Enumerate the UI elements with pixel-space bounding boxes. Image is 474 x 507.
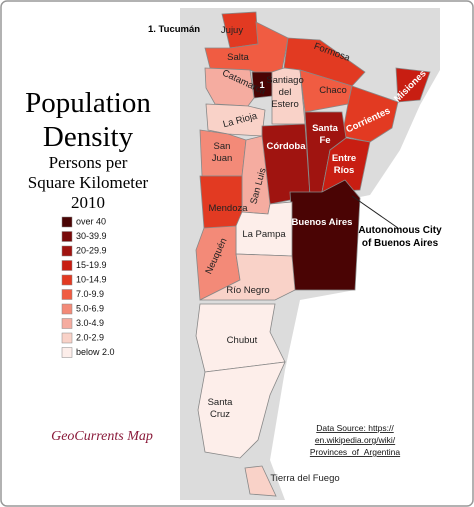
province-label: Mendoza bbox=[208, 203, 248, 214]
legend-swatch bbox=[61, 231, 73, 242]
province-name: Juan bbox=[212, 153, 233, 164]
legend-label: 7.0-9.9 bbox=[76, 289, 104, 299]
province-name: Santa bbox=[312, 123, 339, 134]
legend-label: 2.0-2.9 bbox=[76, 332, 104, 342]
province-name: San bbox=[214, 141, 231, 152]
province-name: Chubut bbox=[227, 335, 258, 346]
province bbox=[197, 361, 286, 459]
province-name: del bbox=[279, 87, 292, 98]
legend-swatch bbox=[61, 303, 73, 315]
province-label: Chubut bbox=[227, 335, 258, 346]
source: Provinces_of_Argentina bbox=[310, 447, 401, 457]
province-name: Santa bbox=[208, 397, 234, 408]
footnote: 1. Tucumán bbox=[148, 24, 200, 35]
province-name: 1 bbox=[259, 80, 265, 91]
province-label: Salta bbox=[227, 52, 249, 63]
province bbox=[395, 67, 431, 103]
province-label: Santa Fe bbox=[312, 123, 339, 146]
province-label: Córdoba bbox=[266, 141, 306, 152]
callout: Autonomous City bbox=[358, 225, 442, 236]
source: en.wikipedia.org/wiki/ bbox=[315, 435, 396, 445]
title: Population Density Persons per Square Ki… bbox=[25, 87, 151, 212]
source: Data Source: https:// bbox=[316, 423, 394, 433]
province-name: Buenos Aires bbox=[292, 217, 353, 228]
province-name: Cruz bbox=[210, 409, 230, 420]
legend-label: over 40 bbox=[76, 216, 106, 226]
legend: over 40 30-39.9 20-29.9 15-19.9 10-14.9 7.0-9… bbox=[61, 216, 115, 358]
provinces bbox=[195, 11, 431, 497]
province-name: Tierra del Fuego bbox=[270, 473, 339, 484]
province-label: Jujuy bbox=[221, 25, 243, 36]
legend-swatch bbox=[61, 260, 73, 271]
province-name: Jujuy bbox=[221, 25, 243, 36]
subtitle-line: 2010 bbox=[71, 193, 105, 212]
legend-label: 30-39.9 bbox=[76, 231, 107, 241]
province-name: Santiago bbox=[266, 75, 304, 86]
legend-swatch bbox=[61, 274, 73, 286]
subtitle-line: Persons per bbox=[49, 153, 128, 172]
legend-swatch bbox=[61, 245, 73, 257]
legend-label: 5.0-6.9 bbox=[76, 303, 104, 313]
legend-label: below 2.0 bbox=[76, 347, 115, 357]
province-name: Salta bbox=[227, 52, 249, 63]
province-name: Chaco bbox=[319, 85, 346, 96]
province bbox=[321, 137, 371, 193]
legend-label: 20-29.9 bbox=[76, 245, 107, 255]
province-name: Córdoba bbox=[266, 141, 306, 152]
legend-label: 15-19.9 bbox=[76, 260, 107, 270]
legend-swatch bbox=[61, 216, 73, 228]
legend-swatch bbox=[61, 318, 73, 329]
legend-swatch bbox=[61, 289, 73, 300]
province-name: Entre bbox=[332, 153, 356, 164]
callout: of Buenos Aires bbox=[362, 238, 439, 249]
province-name: Río Negro bbox=[226, 285, 269, 296]
province-name: Ríos bbox=[334, 165, 355, 176]
title-line: Density bbox=[43, 121, 134, 153]
legend-label: 10-14.9 bbox=[76, 274, 107, 284]
province-name: Mendoza bbox=[208, 203, 248, 214]
province bbox=[289, 179, 361, 291]
province-label: Entre Ríos bbox=[332, 153, 356, 176]
credit: GeoCurrents Map bbox=[51, 429, 153, 444]
province-label: Chaco bbox=[319, 85, 346, 96]
province-name: La Pampa bbox=[242, 229, 286, 240]
province-label: Santa Cruz bbox=[208, 397, 234, 420]
province-label: Río Negro bbox=[226, 285, 269, 296]
province-label: San Juan bbox=[212, 141, 233, 164]
province-label: 1 bbox=[259, 80, 265, 91]
legend-swatch bbox=[61, 332, 73, 344]
province-label: La Pampa bbox=[242, 229, 286, 240]
province-label: Buenos Aires bbox=[292, 217, 353, 228]
subtitle-line: Square Kilometer bbox=[28, 173, 149, 192]
legend-label: 3.0-4.9 bbox=[76, 318, 104, 328]
province-label: Santiago del Estero bbox=[266, 75, 304, 110]
province-name: Fe bbox=[319, 135, 330, 146]
callout-line bbox=[351, 195, 399, 229]
title-line: Population bbox=[25, 87, 151, 119]
province bbox=[199, 253, 296, 301]
legend-swatch bbox=[61, 347, 73, 358]
province-name: Estero bbox=[271, 99, 298, 110]
province-label: Tierra del Fuego bbox=[270, 473, 339, 484]
province bbox=[244, 465, 277, 497]
